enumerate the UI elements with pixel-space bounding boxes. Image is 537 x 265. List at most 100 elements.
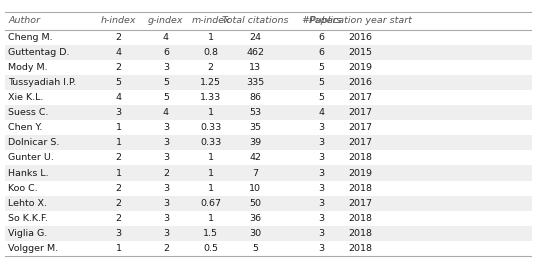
Text: 53: 53: [249, 108, 262, 117]
FancyBboxPatch shape: [5, 12, 532, 30]
Text: 2016: 2016: [349, 78, 373, 87]
Text: 3: 3: [318, 138, 324, 147]
FancyBboxPatch shape: [5, 120, 532, 135]
FancyBboxPatch shape: [5, 60, 532, 75]
Text: Dolnicar S.: Dolnicar S.: [8, 138, 60, 147]
Text: 2018: 2018: [349, 214, 373, 223]
FancyBboxPatch shape: [5, 180, 532, 196]
Text: g-index: g-index: [148, 16, 184, 25]
Text: 2017: 2017: [349, 199, 373, 208]
Text: 3: 3: [163, 214, 169, 223]
Text: 2017: 2017: [349, 138, 373, 147]
Text: 2: 2: [163, 169, 169, 178]
Text: 2018: 2018: [349, 184, 373, 193]
Text: 3: 3: [318, 169, 324, 178]
Text: Author: Author: [8, 16, 40, 25]
FancyBboxPatch shape: [5, 211, 532, 226]
Text: Gunter U.: Gunter U.: [8, 153, 54, 162]
FancyBboxPatch shape: [5, 226, 532, 241]
Text: 1: 1: [208, 153, 214, 162]
Text: Suess C.: Suess C.: [8, 108, 48, 117]
Text: 0.5: 0.5: [203, 244, 218, 253]
Text: 2019: 2019: [349, 169, 373, 178]
Text: 5: 5: [318, 63, 324, 72]
Text: 1: 1: [115, 138, 121, 147]
Text: 2017: 2017: [349, 93, 373, 102]
Text: 3: 3: [318, 153, 324, 162]
Text: Koo C.: Koo C.: [8, 184, 38, 193]
Text: 2: 2: [115, 33, 121, 42]
Text: 1: 1: [115, 123, 121, 132]
Text: 5: 5: [252, 244, 258, 253]
Text: 1: 1: [115, 244, 121, 253]
Text: Chen Y.: Chen Y.: [8, 123, 42, 132]
Text: Publication year start: Publication year start: [310, 16, 411, 25]
FancyBboxPatch shape: [5, 105, 532, 120]
Text: 0.8: 0.8: [203, 48, 218, 57]
Text: 2015: 2015: [349, 48, 373, 57]
Text: 6: 6: [318, 33, 324, 42]
Text: 2: 2: [163, 244, 169, 253]
Text: 3: 3: [318, 184, 324, 193]
Text: 1.33: 1.33: [200, 93, 221, 102]
Text: 3: 3: [318, 199, 324, 208]
Text: 35: 35: [249, 123, 262, 132]
Text: 4: 4: [163, 33, 169, 42]
Text: 6: 6: [318, 48, 324, 57]
Text: 0.67: 0.67: [200, 199, 221, 208]
Text: 1: 1: [208, 33, 214, 42]
Text: 462: 462: [246, 48, 264, 57]
Text: 30: 30: [249, 229, 262, 238]
Text: 2: 2: [115, 184, 121, 193]
Text: 5: 5: [163, 93, 169, 102]
Text: 3: 3: [318, 214, 324, 223]
Text: 3: 3: [163, 229, 169, 238]
FancyBboxPatch shape: [5, 135, 532, 151]
Text: 39: 39: [249, 138, 262, 147]
Text: 1.25: 1.25: [200, 78, 221, 87]
Text: 2: 2: [115, 153, 121, 162]
Text: 3: 3: [318, 123, 324, 132]
Text: 2018: 2018: [349, 153, 373, 162]
Text: 3: 3: [163, 153, 169, 162]
Text: 3: 3: [163, 199, 169, 208]
Text: 36: 36: [249, 214, 262, 223]
Text: Tussyadiah I.P.: Tussyadiah I.P.: [8, 78, 76, 87]
Text: 5: 5: [318, 78, 324, 87]
FancyBboxPatch shape: [5, 90, 532, 105]
Text: 2: 2: [115, 199, 121, 208]
Text: 4: 4: [115, 93, 121, 102]
FancyBboxPatch shape: [5, 196, 532, 211]
Text: 1: 1: [208, 169, 214, 178]
Text: 13: 13: [249, 63, 262, 72]
Text: 3: 3: [115, 108, 121, 117]
Text: 2018: 2018: [349, 229, 373, 238]
Text: Mody M.: Mody M.: [8, 63, 48, 72]
Text: 4: 4: [318, 108, 324, 117]
Text: 3: 3: [318, 244, 324, 253]
Text: 2018: 2018: [349, 244, 373, 253]
Text: 10: 10: [249, 184, 262, 193]
Text: h-index: h-index: [101, 16, 136, 25]
Text: 3: 3: [115, 229, 121, 238]
Text: Xie K.L.: Xie K.L.: [8, 93, 43, 102]
Text: Cheng M.: Cheng M.: [8, 33, 53, 42]
Text: 2: 2: [115, 214, 121, 223]
Text: 24: 24: [249, 33, 262, 42]
Text: 5: 5: [163, 78, 169, 87]
Text: 2019: 2019: [349, 63, 373, 72]
Text: Hanks L.: Hanks L.: [8, 169, 49, 178]
Text: 2: 2: [115, 63, 121, 72]
Text: 1: 1: [208, 184, 214, 193]
FancyBboxPatch shape: [5, 30, 532, 45]
Text: 42: 42: [249, 153, 262, 162]
Text: 2016: 2016: [349, 33, 373, 42]
Text: 86: 86: [249, 93, 262, 102]
Text: 4: 4: [115, 48, 121, 57]
Text: 50: 50: [249, 199, 262, 208]
Text: 3: 3: [163, 123, 169, 132]
Text: Viglia G.: Viglia G.: [8, 229, 47, 238]
Text: 4: 4: [163, 108, 169, 117]
Text: 2017: 2017: [349, 123, 373, 132]
Text: 2017: 2017: [349, 108, 373, 117]
